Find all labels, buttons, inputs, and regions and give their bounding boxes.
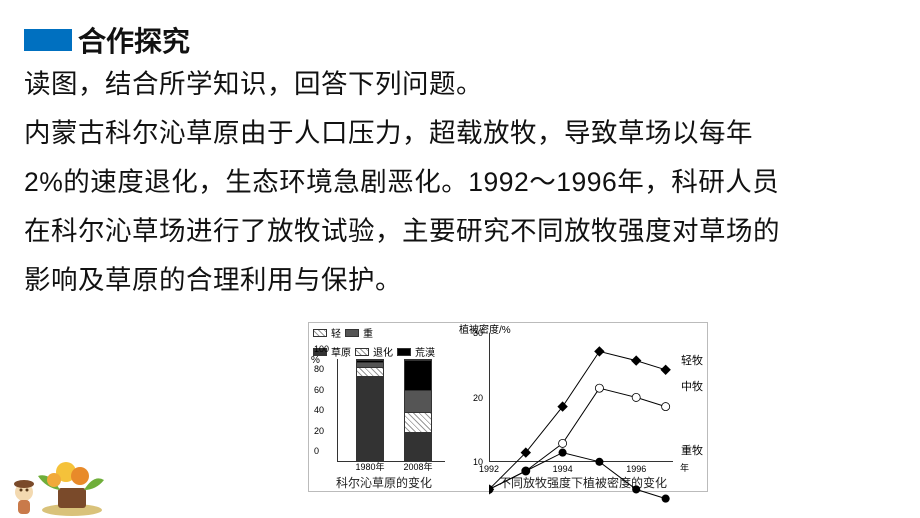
title-bar: 合作探究 [24,20,190,60]
para-line: 读图，结合所学知识，回答下列问题。 [24,60,896,109]
title-accent-rect [24,29,72,51]
left-chart: 轻 重 草原 退化 荒漠 % 0204060801001980年2008年 [309,323,459,474]
corner-decoration [0,432,120,518]
legend-swatch-light [313,329,327,337]
left-chart-legend: 轻 重 草原 退化 荒漠 [313,325,455,359]
body-paragraph: 读图，结合所学知识，回答下列问题。 内蒙古科尔沁草原由于人口压力，超载放牧，导致… [24,60,896,305]
legend-swatch-degraded [355,348,369,356]
para-line: 2%的速度退化，生态环境急剧恶化。1992～1996年，科研人员 [24,158,896,207]
legend-swatch-desert [397,348,411,356]
para-line: 内蒙古科尔沁草原由于人口压力，超载放牧，导致草场以每年 [24,109,896,158]
legend-label: 轻 [331,325,341,340]
legend-label: 荒漠 [415,344,435,359]
right-chart-plot [489,333,673,517]
legend-label: 重 [363,325,373,340]
right-chart: 植被密度/% 102030199219941996年 轻牧中牧重牧 [459,323,707,474]
para-line: 在科尔沁草场进行了放牧试验，主要研究不同放牧强度对草场的 [24,207,896,256]
legend-label: 退化 [373,344,393,359]
legend-swatch-heavy [345,329,359,337]
left-chart-caption: 科尔沁草原的变化 [309,474,459,491]
left-chart-plot: 0204060801001980年2008年 [337,359,445,462]
chart-panel: 轻 重 草原 退化 荒漠 % 0204060801001980年2008年 植被… [308,322,708,492]
para-line: 影响及草原的合理利用与保护。 [24,256,896,305]
legend-label: 草原 [331,344,351,359]
title-text: 合作探究 [78,20,190,60]
